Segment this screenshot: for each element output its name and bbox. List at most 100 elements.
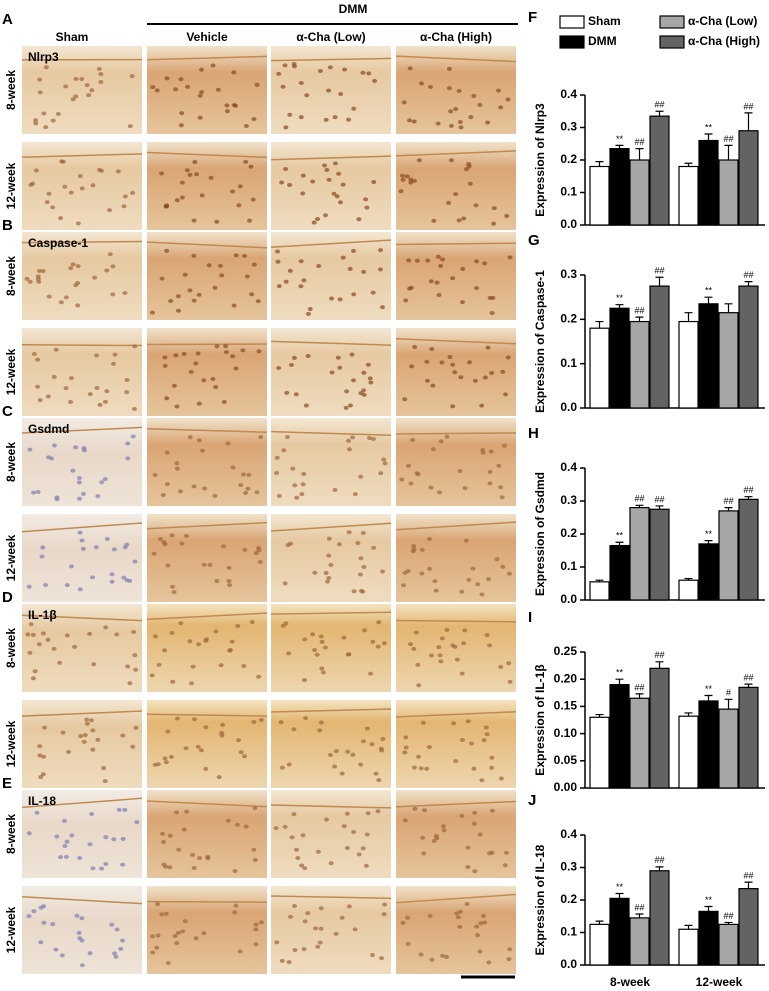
cell [132,559,138,564]
cartilage-surface [395,55,517,63]
cartilage-surface [270,239,392,248]
cell [341,635,347,640]
error-bar [724,303,733,313]
cell [398,189,404,194]
y-tick-label: 0.3 [560,120,577,134]
cell [405,569,411,574]
cell [402,397,408,402]
cell [163,760,169,765]
cell [243,824,249,829]
cell [485,345,491,350]
cell [187,639,193,644]
y-tick-label: 0.10 [554,726,578,740]
error-bar [744,496,753,500]
bar [738,888,759,966]
x-tick-label: 8-week [610,975,650,989]
cell [503,850,509,855]
cartilage-surface [270,895,392,900]
cell [35,489,41,494]
cartilage-surface [21,240,143,244]
error-bar [655,661,664,669]
cell [116,807,122,812]
cell [345,438,351,443]
cell [162,648,168,653]
cell [248,164,254,169]
cell [489,765,495,770]
cell [416,158,422,163]
cell [379,748,385,753]
cell [365,811,371,816]
bar [649,667,670,789]
cell [111,547,117,552]
error-bar [615,892,624,899]
cell [459,813,465,818]
y-tick-label: 0.1 [560,925,577,939]
cell [191,865,197,870]
cell [90,183,96,188]
cell [162,756,168,761]
cell [95,737,101,742]
cell [203,725,209,730]
cell [282,581,288,586]
cell [432,579,438,584]
cell [201,931,207,936]
cell [416,754,422,759]
cartilage-surface [21,710,143,717]
cell [458,375,464,380]
cell [221,399,227,404]
cell [318,906,324,911]
cell [170,584,176,589]
cell [122,545,128,550]
panel-letter: C [2,403,13,420]
cell [405,915,411,920]
cell [371,545,377,550]
cell [288,363,294,368]
cartilage-surface [146,900,268,903]
cell [53,347,59,352]
cell [93,545,99,550]
cell [70,97,76,102]
cell [298,284,304,289]
cell [327,65,333,70]
cell [45,637,51,642]
cell [225,441,231,446]
cell [33,118,39,123]
cell [356,852,362,857]
histology-image [147,46,267,134]
cell [291,812,297,817]
bar [738,686,759,789]
cell [368,671,374,676]
cell [366,71,372,76]
cell [164,450,170,455]
cell [427,913,433,918]
cell [160,492,166,497]
histology-image [147,328,267,416]
cell [459,589,465,594]
cell [291,355,297,360]
cartilage-surface [270,430,392,437]
cell [34,810,40,815]
cell [498,664,504,669]
cell [287,914,293,919]
cell [26,914,32,919]
cell [152,634,158,639]
cell [120,836,126,841]
cell [88,718,94,723]
row-label: 8-week [4,814,18,854]
significance-label: ## [654,266,664,276]
cell [40,269,46,274]
cell [247,218,253,223]
cell [86,93,92,98]
cell [75,221,81,226]
cell [293,392,299,397]
row-label: 12-week [4,906,18,953]
panel-letter: H [528,425,539,442]
cell [342,67,348,72]
cell [60,159,66,164]
cell [334,194,340,199]
cell [441,828,447,833]
cartilage-surface [270,340,392,346]
cell [205,854,211,859]
cell [162,355,168,360]
cell [214,219,220,224]
